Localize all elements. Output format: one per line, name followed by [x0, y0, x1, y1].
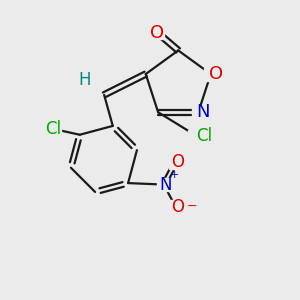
Text: −: −: [187, 200, 197, 213]
Text: Cl: Cl: [45, 120, 61, 138]
Bar: [80, 75, 90, 85]
Text: O: O: [150, 24, 164, 42]
Bar: [151, 26, 164, 39]
Text: N: N: [196, 103, 210, 121]
Bar: [169, 156, 182, 169]
Bar: [157, 178, 170, 191]
Text: H: H: [79, 71, 91, 89]
Text: O: O: [171, 153, 184, 171]
Bar: [188, 130, 205, 142]
Bar: [45, 122, 61, 135]
Bar: [167, 200, 184, 213]
Text: O: O: [171, 198, 184, 216]
Text: N: N: [159, 176, 172, 194]
Bar: [204, 68, 217, 81]
Text: Cl: Cl: [196, 127, 212, 145]
Bar: [192, 106, 205, 119]
Text: +: +: [170, 170, 179, 180]
Text: O: O: [209, 65, 223, 83]
